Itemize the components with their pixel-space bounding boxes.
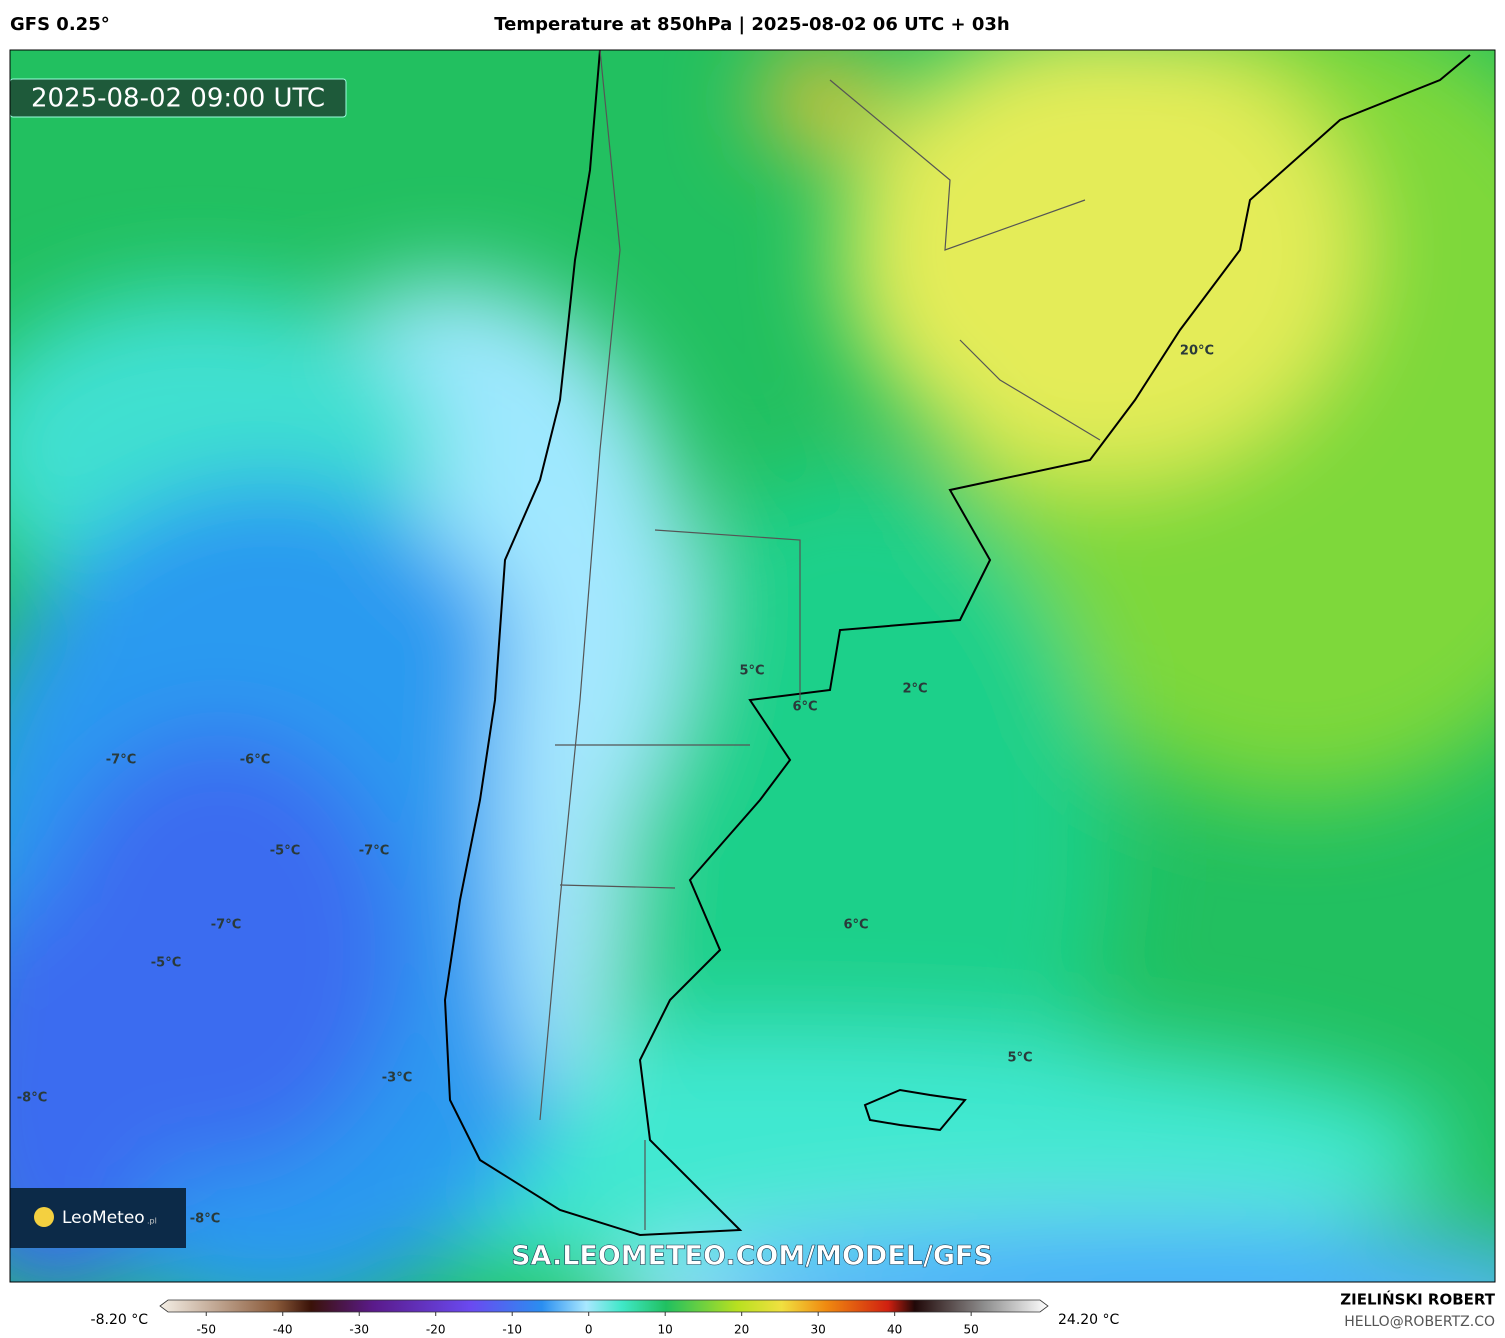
- colorbar-bar: [159, 1299, 1049, 1313]
- colorbar-tick-label: -20: [426, 1323, 446, 1337]
- isotherm-label: 5°C: [739, 664, 764, 679]
- logo-suffix: .pl: [147, 1217, 157, 1226]
- time-box: [10, 78, 347, 118]
- map-title: Temperature at 850hPa | 2025-08-02 06 UT…: [494, 14, 1009, 35]
- isotherm-label: -6°C: [240, 753, 270, 768]
- valid-time: 2025-08-02 09:00 UTC: [31, 84, 325, 114]
- colorbar-tick-label: 20: [734, 1323, 749, 1337]
- isotherm-label: -3°C: [382, 1071, 412, 1086]
- map-frame: [9, 49, 1496, 1283]
- colorbar-tick-label: 40: [887, 1323, 902, 1337]
- isotherm-label: 6°C: [843, 918, 868, 933]
- colorbar-tick-label: -30: [349, 1323, 369, 1337]
- contact: HELLO@ROBERTZ.CO: [1344, 1314, 1495, 1330]
- isotherm-label: -5°C: [270, 844, 300, 859]
- isotherm-label: 6°C: [792, 700, 817, 715]
- watermark: SA.LEOMETEO.COM/MODEL/GFS: [511, 1241, 993, 1272]
- coastline: [443, 50, 1471, 1237]
- logo-sun: [34, 1207, 54, 1227]
- colorbar-tick-label: -50: [196, 1323, 216, 1337]
- colorbar-tick-label: -10: [502, 1323, 522, 1337]
- model-name: GFS 0.25°: [10, 14, 110, 35]
- isotherm-label: 20°C: [1180, 344, 1214, 359]
- isotherm-label: -7°C: [359, 844, 389, 859]
- author: ZIELIŃSKI ROBERT: [1340, 1290, 1495, 1309]
- isotherm-label: -7°C: [106, 753, 136, 768]
- colorbar: -50 -40 -30 -20 -10 0 10 20 30 40 50: [159, 1299, 1049, 1337]
- isotherm-label: -5°C: [151, 956, 181, 971]
- colorbar-tick-label: 10: [658, 1323, 673, 1337]
- colorbar-max: 24.20 °C: [1058, 1312, 1120, 1328]
- borders: [539, 50, 1101, 1230]
- logo-text: LeoMeteo: [62, 1208, 145, 1228]
- colorbar-min: -8.20 °C: [91, 1312, 149, 1328]
- isotherm-label: -8°C: [17, 1091, 47, 1106]
- isotherm-label: 2°C: [902, 682, 927, 697]
- isotherm-label: -8°C: [190, 1212, 220, 1227]
- isotherm-label: 5°C: [1007, 1051, 1032, 1066]
- colorbar-tick-label: 50: [964, 1323, 979, 1337]
- colorbar-tick-label: -40: [273, 1323, 293, 1337]
- isotherm-label: -7°C: [211, 918, 241, 933]
- falkland-islands: [863, 1088, 967, 1132]
- colorbar-tick-label: 30: [811, 1323, 826, 1337]
- colorbar-tick-label: 0: [585, 1323, 593, 1337]
